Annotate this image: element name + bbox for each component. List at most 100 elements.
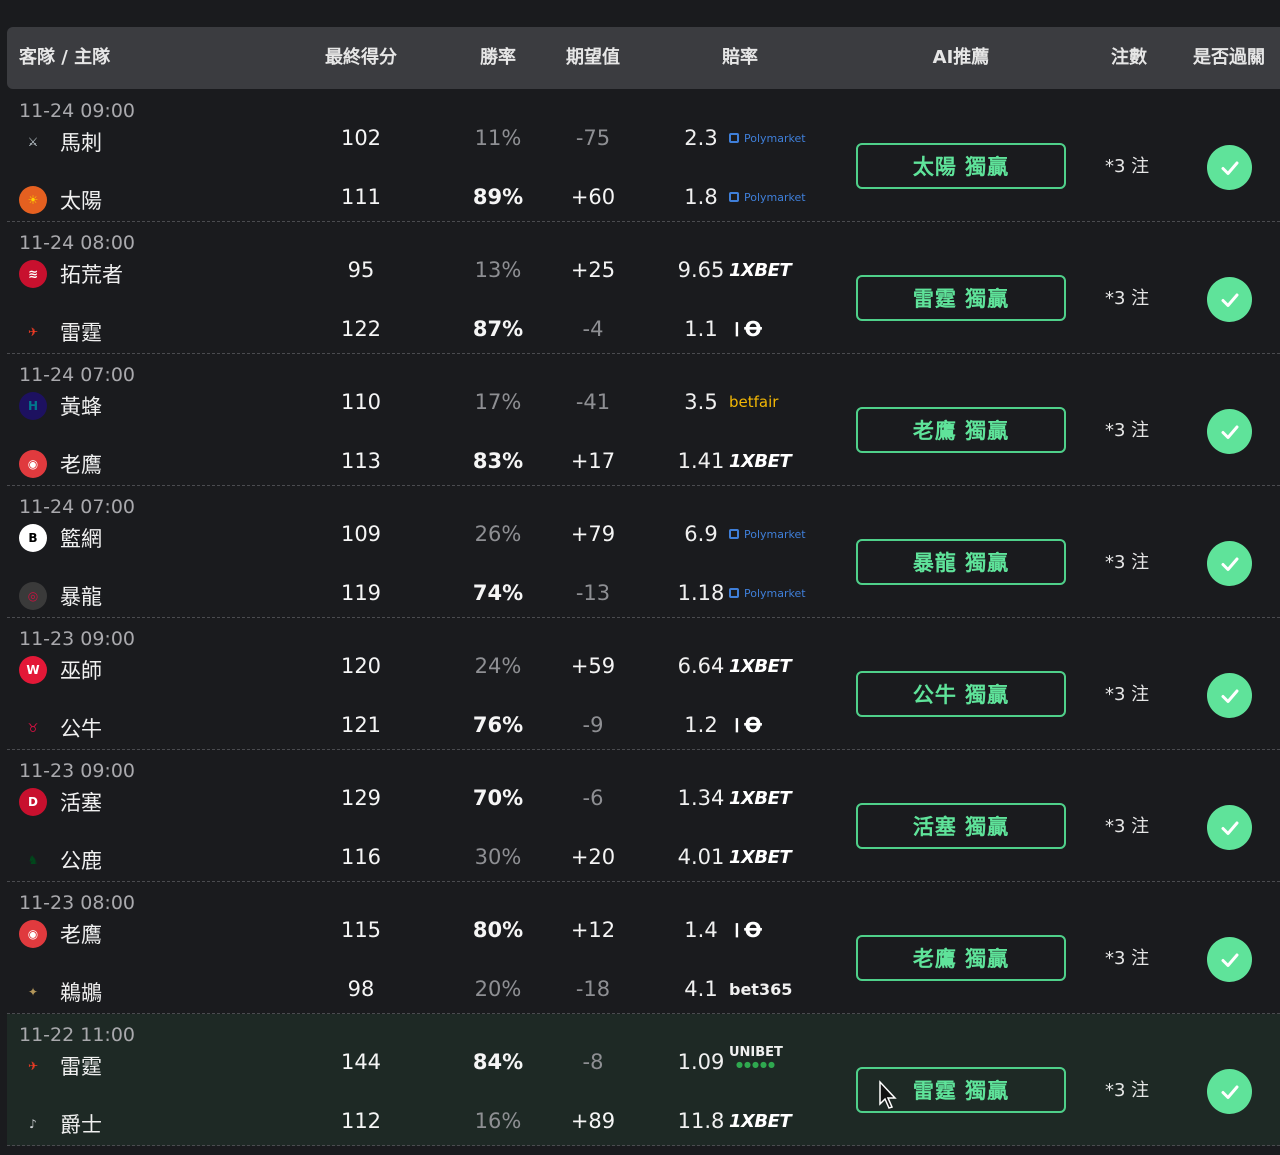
final-score: 110: [340, 390, 382, 414]
ai-pick-button[interactable]: 暴龍 獨贏: [856, 539, 1066, 585]
expected-value: -13: [575, 581, 611, 605]
header-odds: 賠率: [722, 47, 758, 68]
ai-pick-button[interactable]: 活塞 獨贏: [856, 803, 1066, 849]
game-row: 11-22 11:00 ✈ 雷霆 144 84% -8 1.09 UNIBET ●…: [7, 1014, 1280, 1146]
ai-pick-button[interactable]: 雷霆 獨贏: [856, 275, 1066, 321]
final-score: 102: [340, 126, 382, 150]
polymarket-logo: Polymarket: [729, 123, 806, 153]
expected-value: +12: [570, 918, 616, 942]
odds-value: 11.8: [677, 1109, 725, 1133]
win-rate: 83%: [472, 449, 524, 473]
polymarket-logo: Polymarket: [729, 578, 806, 608]
expected-value: +89: [570, 1109, 616, 1133]
game-row: 11-24 07:00 H 黃蜂 110 17% -41 3.5 betfair…: [7, 354, 1280, 486]
final-score: 122: [340, 317, 382, 341]
1xbet-logo: 1XBET: [729, 655, 792, 677]
bets-count: *3 注: [1105, 552, 1150, 573]
header-final-score: 最終得分: [325, 47, 397, 68]
ai-pick-button[interactable]: 老鷹 獨贏: [856, 935, 1066, 981]
win-rate: 70%: [472, 786, 524, 810]
odds-value: 2.3: [684, 126, 718, 150]
win-rate: 13%: [474, 258, 522, 282]
passed-check-icon: [1207, 277, 1252, 322]
final-score: 129: [340, 786, 382, 810]
game-time: 11-23 08:00: [19, 892, 136, 914]
win-rate: 87%: [472, 317, 524, 341]
home-team: ☀ 太陽: [19, 185, 102, 215]
final-score: 95: [347, 258, 375, 282]
team-name: 雷霆: [60, 1055, 102, 1079]
away-team: ◉ 老鷹: [19, 919, 102, 949]
win-rate: 20%: [474, 977, 522, 1001]
bets-count: *3 注: [1105, 948, 1150, 969]
game-row: 11-23 08:00 ◉ 老鷹 115 80% +12 1.4 ⏽Ꝋ ✦ 鵜鶘…: [7, 882, 1280, 1014]
odds-value: 3.5: [684, 390, 718, 414]
wizards-logo-icon: W: [19, 656, 47, 684]
final-score: 98: [347, 977, 375, 1001]
final-score: 120: [340, 654, 382, 678]
home-team: ♞ 公鹿: [19, 845, 102, 875]
hornets-logo-icon: H: [19, 392, 47, 420]
team-name: 活塞: [60, 791, 102, 815]
10bet-logo: ⏽Ꝋ: [729, 918, 762, 942]
game-row: 11-23 09:00 W 巫師 120 24% +59 6.64 1XBET …: [7, 618, 1280, 750]
ai-pick-button[interactable]: 公牛 獨贏: [856, 671, 1066, 717]
team-name: 雷霆: [60, 321, 102, 345]
game-row: 11-24 07:00 B 籃網 109 26% +79 6.9 Polymar…: [7, 486, 1280, 618]
win-rate: 76%: [472, 713, 524, 737]
game-row: 11-24 09:00 ⚔ 馬刺 102 11% -75 2.3 Polymar…: [7, 90, 1280, 222]
odds-value: 1.18: [677, 581, 725, 605]
odds-value: 1.4: [684, 918, 718, 942]
expected-value: +17: [570, 449, 616, 473]
away-team: ✈ 雷霆: [19, 1051, 102, 1081]
home-team: ◎ 暴龍: [19, 581, 102, 611]
expected-value: -75: [575, 126, 611, 150]
team-name: 公鹿: [60, 849, 102, 873]
win-rate: 80%: [472, 918, 524, 942]
odds-value: 4.1: [684, 977, 718, 1001]
home-team: ◉ 老鷹: [19, 449, 102, 479]
expected-value: +59: [570, 654, 616, 678]
bets-count: *3 注: [1105, 816, 1150, 837]
expected-value: +20: [570, 845, 616, 869]
odds-value: 1.34: [677, 786, 725, 810]
final-score: 109: [340, 522, 382, 546]
away-team: W 巫師: [19, 655, 102, 685]
home-team: ♪ 爵士: [19, 1109, 102, 1139]
final-score: 111: [340, 185, 382, 209]
table-header: 客隊 / 主隊 最終得分 勝率 期望值 賠率 AI推薦 注數 是否過關: [7, 27, 1280, 89]
expected-value: -9: [582, 713, 604, 737]
passed-check-icon: [1207, 541, 1252, 586]
home-team: ✦ 鵜鶘: [19, 977, 102, 1007]
1xbet-logo: 1XBET: [729, 1110, 792, 1132]
team-name: 爵士: [60, 1113, 102, 1137]
ai-pick-button[interactable]: 雷霆 獨贏: [856, 1067, 1066, 1113]
expected-value: +79: [570, 522, 616, 546]
header-teams: 客隊 / 主隊: [19, 47, 111, 68]
passed-check-icon: [1207, 673, 1252, 718]
odds-value: 1.1: [684, 317, 718, 341]
expected-value: -6: [582, 786, 604, 810]
team-name: 老鷹: [60, 453, 102, 477]
win-rate: 11%: [474, 126, 522, 150]
away-team: H 黃蜂: [19, 391, 102, 421]
raptors-logo-icon: ◎: [19, 582, 47, 610]
game-time: 11-23 09:00: [19, 760, 136, 782]
thunder-logo-icon: ✈: [27, 325, 39, 339]
team-name: 馬刺: [60, 131, 102, 155]
team-name: 公牛: [60, 717, 102, 741]
home-team: ♉ 公牛: [19, 713, 102, 743]
team-name: 拓荒者: [60, 263, 123, 287]
1xbet-logo: 1XBET: [729, 846, 792, 868]
games-list: 11-24 09:00 ⚔ 馬刺 102 11% -75 2.3 Polymar…: [7, 90, 1280, 1146]
bucks-logo-icon: ♞: [27, 853, 39, 867]
win-rate: 30%: [474, 845, 522, 869]
team-name: 老鷹: [60, 923, 102, 947]
game-row: 11-23 09:00 D 活塞 129 70% -6 1.34 1XBET ♞…: [7, 750, 1280, 882]
passed-check-icon: [1207, 409, 1252, 454]
ai-pick-button[interactable]: 老鷹 獨贏: [856, 407, 1066, 453]
away-team: B 籃網: [19, 523, 102, 553]
mouse-cursor-icon: [879, 1080, 897, 1109]
home-team: ✈ 雷霆: [19, 317, 102, 347]
ai-pick-button[interactable]: 太陽 獨贏: [856, 143, 1066, 189]
